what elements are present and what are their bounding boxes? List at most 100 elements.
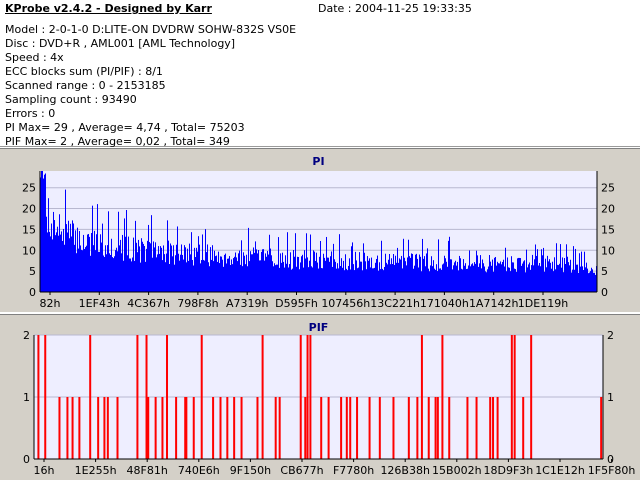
pif-bar [154,397,157,459]
pi-bar [202,234,203,292]
pif-bar [327,397,330,459]
pi-bar [286,263,287,292]
pi-bar [63,228,64,292]
pi-bar [287,232,288,292]
pi-bar [55,235,56,292]
pif-bar [522,397,525,459]
pi-bar [159,253,160,292]
pi-bar [250,251,251,292]
pi-bar [198,236,199,292]
pi-bar [303,267,304,292]
pi-bar [372,268,373,292]
pi-bar [312,267,313,292]
pi-bar [426,253,427,292]
pi-bar [244,255,245,292]
pif-bar [420,335,423,459]
pi-bar [134,260,135,292]
pi-bar [595,274,596,292]
pi-bar [355,251,356,292]
pi-bar [99,251,100,292]
pif-bar [475,397,478,459]
y-tick-label-left: 0 [29,286,36,299]
pi-bar [106,254,107,292]
pi-bar [295,233,296,292]
pi-bar [116,247,117,292]
pi-bar [445,258,446,292]
pi-bar [326,236,327,292]
pif-bar [161,397,164,459]
pi-bar [576,264,577,292]
pi-bar [417,258,418,292]
pi-bar [157,254,158,292]
chart-title: PIF [309,321,329,334]
pi-bar [105,245,106,292]
pi-bar [346,268,347,292]
y-tick-label-right: 0 [607,453,614,466]
pi-bar [483,263,484,292]
pif-bar [71,397,74,459]
pi-bar [131,261,132,292]
pi-bar [101,242,102,292]
pi-bar [61,231,62,292]
pi-bar [458,270,459,292]
pi-bar [535,244,536,292]
pi-bar [475,263,476,292]
pi-bar [423,258,424,292]
pi-bar [367,256,368,292]
pi-bar [393,254,394,292]
pi-bar [214,250,215,292]
pi-bar [57,226,58,292]
pi-bar [585,267,586,292]
pi-bar [265,253,266,292]
pi-bar [369,258,370,292]
pi-chart: PI 0 0 5 5 10 10 15 15 20 20 25 25 82h 1EF43h 4C367h 798… [22,155,615,310]
pi-bar [456,265,457,292]
pif-bar [256,397,259,459]
x-tick-label: 18D9F3h [484,464,534,477]
pi-bar [297,256,298,292]
pi-chart-panel: PI 0 0 5 5 10 10 15 15 20 20 25 25 82h 1EF43h 4C367h 798… [0,148,640,312]
pi-bar [236,257,237,292]
pi-bar [481,268,482,292]
pi-bar [319,256,320,292]
pif-bar [427,397,430,459]
pi-bar [409,256,410,292]
pi-bar [438,239,439,292]
info-panel: KProbe v2.4.2 - Designed by Karr Date : … [0,0,640,148]
pi-bar [245,264,246,292]
pi-bar [374,267,375,292]
pi-bar [182,254,183,292]
pi-bar [324,257,325,292]
x-tick-label: 1EF43h [79,297,120,310]
pif-bar [304,397,307,459]
pi-bar [466,269,467,292]
pi-bar [477,255,478,292]
pi-bar [77,227,78,292]
pi-bar [542,255,543,292]
pi-bar [343,260,344,292]
pi-bar [233,258,234,292]
pi-bar [70,223,71,292]
pi-bar [241,240,242,292]
pif-bar [200,335,203,459]
pif-bar [436,397,439,459]
pi-bar [562,257,563,292]
pi-bar [399,258,400,292]
pif-bar [448,397,451,459]
pi-bar [300,262,301,292]
pi-bar [444,255,445,292]
pi-bar [414,265,415,292]
pi-bar [525,272,526,292]
pi-bar [352,242,353,292]
pi-bar [135,220,136,292]
pi-bar [377,255,378,292]
pi-bar [253,247,254,292]
pi-bar [54,220,55,292]
pi-bar [512,262,513,292]
pi-bar [384,266,385,292]
pi-bar [318,268,319,292]
pi-bar [158,246,159,292]
pi-bar [432,266,433,292]
pi-bar [358,267,359,292]
y-tick-label-left: 15 [22,223,36,236]
